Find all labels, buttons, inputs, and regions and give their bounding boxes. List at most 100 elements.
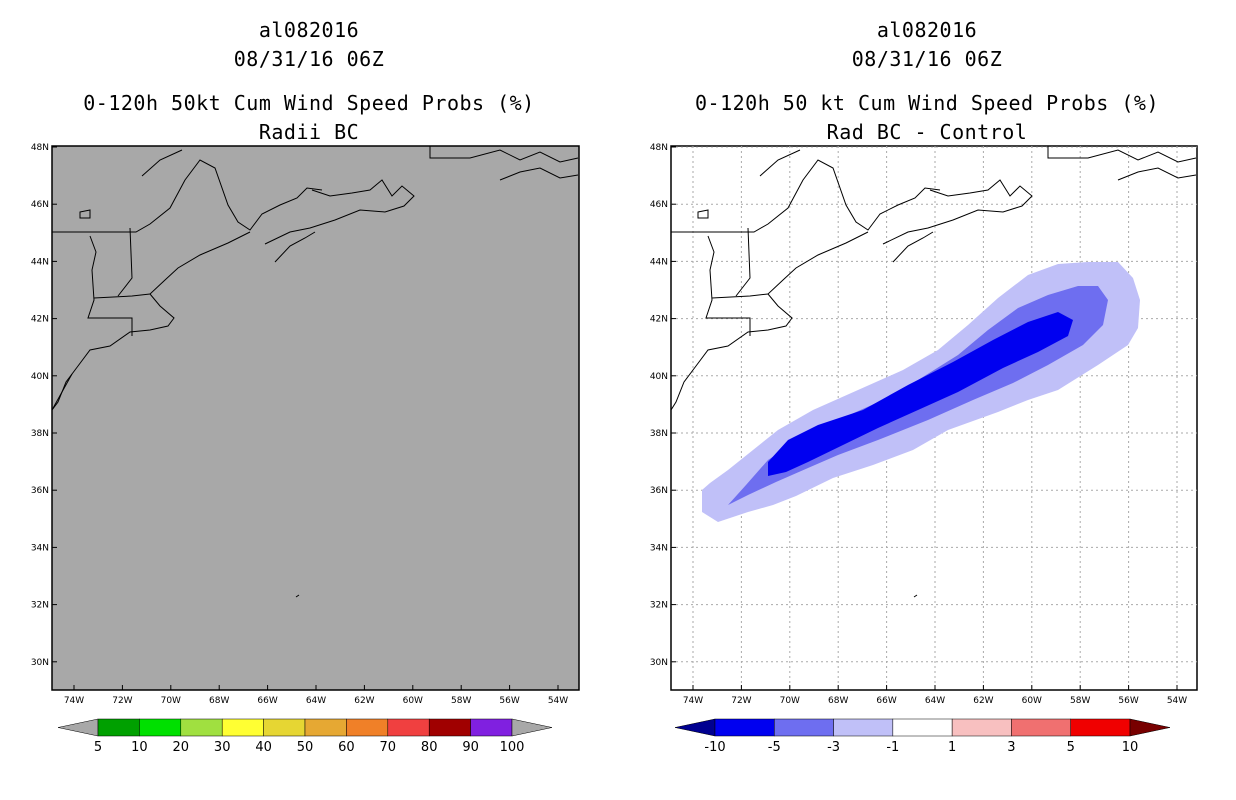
forecast-datetime: 08/31/16 06Z bbox=[233, 47, 385, 71]
lon-label: 60W bbox=[403, 696, 423, 706]
map-title: 0-120h 50kt Cum Wind Speed Probs (%) bbox=[83, 91, 535, 115]
map-subtitle: Radii BC bbox=[258, 120, 360, 144]
colorbar: 5 10 20 30 40 50 60 70 80 90 100 bbox=[57, 718, 553, 755]
colorbar-swatch bbox=[1011, 718, 1071, 737]
colorbar-label: 30 bbox=[214, 740, 231, 755]
colorbar-swatch bbox=[97, 718, 140, 737]
map-subtitle: Rad BC - Control bbox=[826, 120, 1028, 144]
colorbar-swatch bbox=[304, 718, 347, 737]
colorbar-swatch bbox=[470, 718, 513, 737]
colorbar-swatch bbox=[139, 718, 182, 737]
colorbar-label: -3 bbox=[827, 740, 840, 755]
colorbar-label: 90 bbox=[462, 740, 479, 755]
colorbar-label: 60 bbox=[338, 740, 355, 755]
colorbar-label: 100 bbox=[500, 740, 525, 755]
colorbar-swatch bbox=[833, 718, 894, 737]
right-map-svg: 48N 46N 44N 42N 40N 38N 36N 34N 32N 30N 74W 72W 70W… bbox=[650, 143, 1198, 755]
colorbar-label: -5 bbox=[768, 740, 781, 755]
lon-label: 72W bbox=[112, 696, 132, 706]
lon-label: 54W bbox=[1167, 696, 1187, 706]
lat-label: 38N bbox=[650, 429, 668, 439]
colorbar-swatch bbox=[428, 718, 471, 737]
lon-label: 66W bbox=[257, 696, 277, 706]
lat-label: 40N bbox=[650, 372, 668, 382]
right-map-panel: al082016 08/31/16 06Z 0-120h 50 kt Cum W… bbox=[618, 0, 1236, 800]
lon-label: 56W bbox=[1118, 696, 1138, 706]
lon-label: 58W bbox=[451, 696, 471, 706]
lat-label: 32N bbox=[31, 601, 49, 611]
map-frame bbox=[51, 145, 580, 691]
colorbar-swatch bbox=[263, 718, 306, 737]
colorbar-swatch bbox=[346, 718, 389, 737]
colorbar-arrow-low bbox=[674, 718, 716, 737]
lon-label: 54W bbox=[548, 696, 568, 706]
colorbar-label: -10 bbox=[704, 740, 725, 755]
lon-label: 70W bbox=[780, 696, 800, 706]
coastline bbox=[51, 146, 579, 598]
colorbar-label: 5 bbox=[94, 740, 102, 755]
colorbar-arrow-low bbox=[57, 718, 99, 737]
lat-label: 44N bbox=[650, 257, 668, 267]
lon-label: 66W bbox=[876, 696, 896, 706]
lat-label: 38N bbox=[31, 429, 49, 439]
storm-id: al082016 bbox=[876, 18, 978, 42]
colorbar-label: 1 bbox=[948, 740, 956, 755]
lon-label: 68W bbox=[828, 696, 848, 706]
lon-label: 64W bbox=[925, 696, 945, 706]
lon-label: 62W bbox=[973, 696, 993, 706]
colorbar-label: 50 bbox=[297, 740, 314, 755]
lon-ticks: 74W 72W 70W 68W 66W 64W 62W 60W 58W 56W 54W bbox=[64, 685, 568, 706]
colorbar-label: 5 bbox=[1067, 740, 1075, 755]
probability-difference-contours bbox=[702, 262, 1140, 522]
lat-label: 34N bbox=[650, 543, 668, 553]
lon-label: 64W bbox=[306, 696, 326, 706]
colorbar-swatch bbox=[774, 718, 834, 737]
contour-minus-5 bbox=[768, 312, 1073, 476]
coastline bbox=[670, 146, 1197, 598]
colorbar-label: 10 bbox=[1122, 740, 1139, 755]
colorbar-label: 20 bbox=[173, 740, 190, 755]
lat-label: 46N bbox=[31, 200, 49, 210]
lon-label: 68W bbox=[209, 696, 229, 706]
lat-label: 44N bbox=[31, 257, 49, 267]
colorbar-swatch bbox=[180, 718, 223, 737]
lat-label: 42N bbox=[31, 315, 49, 325]
lat-label: 30N bbox=[31, 658, 49, 668]
left-map-svg: 48N 46N 44N 42N 40N 38N 36N 34N 32N 30N 74W 72W 70W… bbox=[31, 143, 580, 755]
lat-label: 36N bbox=[31, 486, 49, 496]
colorbar-label: 80 bbox=[421, 740, 438, 755]
lat-label: 48N bbox=[650, 143, 668, 153]
colorbar-label: 40 bbox=[255, 740, 272, 755]
colorbar-swatch bbox=[387, 718, 430, 737]
colorbar-label: 10 bbox=[131, 740, 148, 755]
lon-label: 70W bbox=[161, 696, 181, 706]
colorbar-label: -1 bbox=[886, 740, 899, 755]
lon-label: 62W bbox=[354, 696, 374, 706]
storm-id: al082016 bbox=[258, 18, 360, 42]
colorbar-label: 3 bbox=[1007, 740, 1015, 755]
lat-label: 36N bbox=[650, 486, 668, 496]
colorbar-swatch bbox=[892, 718, 953, 737]
lat-label: 48N bbox=[31, 143, 49, 153]
lon-label: 56W bbox=[499, 696, 519, 706]
lon-label: 60W bbox=[1022, 696, 1042, 706]
colorbar-swatch bbox=[714, 718, 775, 737]
forecast-datetime: 08/31/16 06Z bbox=[851, 47, 1003, 71]
lon-label: 58W bbox=[1070, 696, 1090, 706]
lon-label: 74W bbox=[64, 696, 84, 706]
colorbar: -10 -5 -3 -1 1 3 5 10 bbox=[674, 718, 1171, 755]
lon-ticks: 74W 72W 70W 68W 66W 64W 62W 60W 58W 56W 54W bbox=[683, 685, 1187, 706]
colorbar-swatch bbox=[1070, 718, 1131, 737]
lat-ticks: 48N 46N 44N 42N 40N 38N 36N 34N 32N 30N bbox=[31, 143, 57, 668]
colorbar-label: 70 bbox=[380, 740, 397, 755]
colorbar-arrow-high bbox=[1129, 718, 1171, 737]
lat-label: 30N bbox=[650, 658, 668, 668]
colorbar-swatch bbox=[951, 718, 1012, 737]
colorbar-swatch bbox=[221, 718, 264, 737]
lat-ticks: 48N 46N 44N 42N 40N 38N 36N 34N 32N 30N bbox=[650, 143, 676, 668]
left-map-panel: al082016 08/31/16 06Z 0-120h 50kt Cum Wi… bbox=[31, 18, 580, 755]
map-title: 0-120h 50 kt Cum Wind Speed Probs (%) bbox=[694, 91, 1160, 115]
lat-label: 46N bbox=[650, 200, 668, 210]
lat-label: 32N bbox=[650, 601, 668, 611]
lat-label: 42N bbox=[650, 315, 668, 325]
